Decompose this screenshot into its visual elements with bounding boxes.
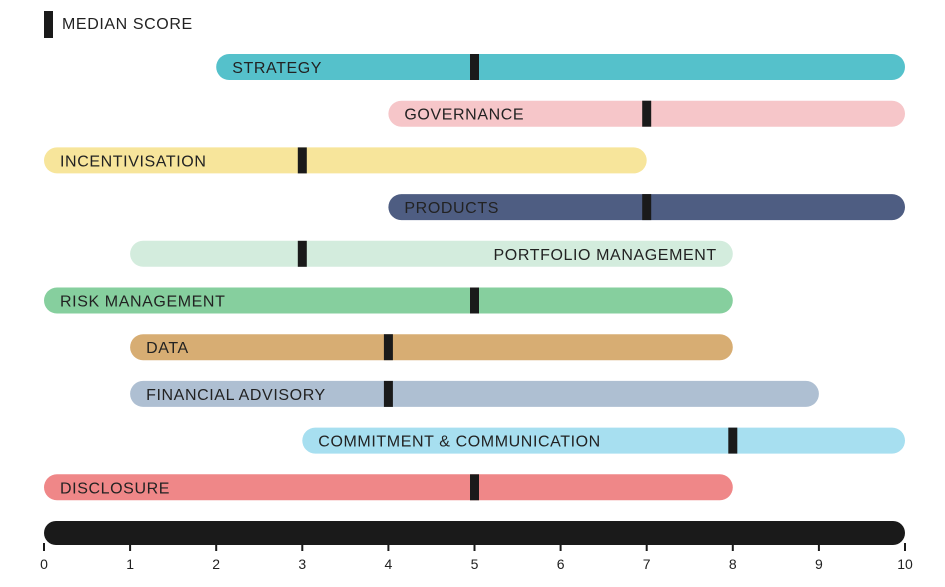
bar-label: INCENTIVISATION: [60, 153, 207, 170]
range-bar: [302, 427, 905, 454]
legend-label: MEDIAN SCORE: [62, 16, 193, 33]
bar-row: DISCLOSURE: [44, 474, 733, 501]
tick-label: 2: [212, 556, 220, 572]
median-marker: [297, 147, 307, 174]
tick-label: 3: [298, 556, 306, 572]
bar-label: RISK MANAGEMENT: [60, 294, 225, 311]
bar-row: GOVERNANCE: [388, 100, 905, 127]
tick-label: 8: [729, 556, 737, 572]
tick-label: 9: [815, 556, 823, 572]
median-marker: [470, 474, 479, 501]
bar-label: PRODUCTS: [404, 200, 499, 217]
tick-label: 0: [40, 556, 48, 572]
range-bar: [216, 54, 905, 80]
tick-label: 7: [643, 556, 651, 572]
tick-label: 6: [557, 556, 565, 572]
bar-row: RISK MANAGEMENT: [44, 287, 733, 314]
median-marker: [642, 194, 652, 221]
axis-bar: [44, 521, 905, 545]
range-bar: [130, 334, 733, 361]
bar-label: DISCLOSURE: [60, 480, 170, 497]
range-bar: [44, 147, 647, 174]
bar-row: PRODUCTS: [388, 194, 905, 221]
tick-label: 4: [385, 556, 393, 572]
range-bar: [130, 240, 733, 267]
range-bar: [44, 287, 733, 314]
median-marker: [470, 287, 479, 314]
median-marker: [470, 54, 479, 80]
bar-row: DATA: [130, 334, 733, 361]
tick-label: 10: [897, 556, 913, 572]
bar-label: FINANCIAL ADVISORY: [146, 387, 326, 404]
median-marker: [383, 380, 393, 407]
bar-label: COMMITMENT & COMMUNICATION: [318, 434, 601, 451]
bars-group: STRATEGY GOVERNANCE INCENTIVISATION PRODUCT…: [44, 54, 905, 501]
tick-label: 5: [471, 556, 479, 572]
median-marker: [642, 100, 652, 127]
bar-label: PORTFOLIO MANAGEMENT: [494, 247, 717, 264]
x-axis: 0 1 2 3 4 5 6 7 8 9 10: [40, 521, 913, 572]
bar-label: DATA: [146, 340, 189, 357]
bar-row: STRATEGY: [216, 54, 905, 80]
bar-row: PORTFOLIO MANAGEMENT: [130, 240, 733, 267]
legend-marker: [44, 11, 53, 38]
median-marker: [728, 427, 738, 454]
range-bar: [130, 380, 819, 407]
tick-label: 1: [126, 556, 134, 572]
bar-label: GOVERNANCE: [404, 107, 524, 124]
bar-row: COMMITMENT & COMMUNICATION: [302, 427, 905, 454]
bar-label: STRATEGY: [232, 60, 322, 77]
bar-row: INCENTIVISATION: [44, 147, 647, 174]
legend: MEDIAN SCORE: [44, 11, 193, 38]
median-marker: [383, 334, 393, 361]
range-bar: [44, 474, 733, 501]
median-marker: [297, 240, 307, 267]
bar-row: FINANCIAL ADVISORY: [130, 380, 819, 407]
